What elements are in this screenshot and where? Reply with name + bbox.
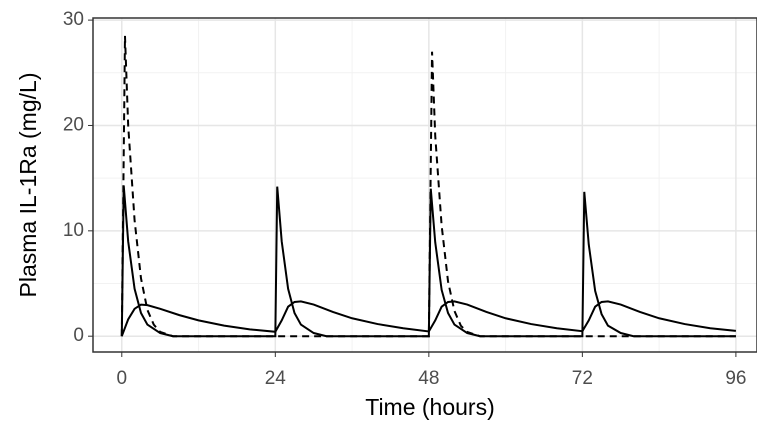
y-axis-title: Plasma IL-1Ra (mg/L) — [15, 73, 41, 298]
x-tick-label: 48 — [418, 368, 439, 389]
series-line — [120, 300, 736, 337]
x-tick-label: 0 — [116, 368, 127, 389]
x-axis-title: Time (hours) — [365, 394, 495, 420]
x-tick-label: 24 — [265, 368, 287, 389]
y-tick-label: 30 — [63, 9, 84, 30]
x-tick-label: 96 — [725, 368, 746, 389]
y-tick-label: 10 — [63, 220, 84, 241]
y-tick-label: 20 — [63, 114, 84, 135]
panel-border — [92, 17, 757, 353]
series-line — [120, 35, 736, 338]
y-tick-label: 0 — [73, 325, 84, 346]
x-tick-label: 72 — [572, 368, 593, 389]
